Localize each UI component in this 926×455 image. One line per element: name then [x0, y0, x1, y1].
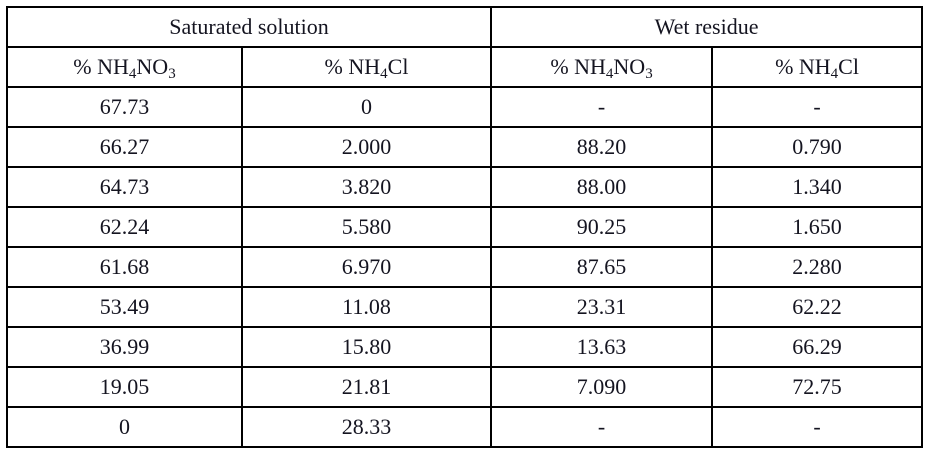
cell-residue-nh4cl: 66.29	[711, 326, 924, 368]
table-row: 67.73 0 - -	[6, 86, 924, 128]
cell-residue-nh4cl: 62.22	[711, 286, 924, 328]
cell-residue-nh4no3: 88.20	[490, 126, 714, 168]
cell-residue-nh4no3: 23.31	[490, 286, 714, 328]
column-header-residue-nh4cl: % NH4Cl	[711, 46, 924, 88]
cell-solution-nh4cl: 21.81	[240, 366, 493, 408]
cell-residue-nh4cl: 1.340	[711, 166, 924, 208]
cell-solution-nh4no3: 62.24	[6, 206, 243, 248]
formula-prefix: % NH	[73, 54, 129, 79]
cell-residue-nh4no3: 7.090	[490, 366, 714, 408]
formula-prefix: % NH	[324, 54, 381, 79]
table-row: 66.27 2.000 88.20 0.790	[6, 126, 924, 168]
formula-subscript: 4	[128, 66, 137, 82]
formula-prefix: % NH	[775, 54, 831, 79]
table-row: 0 28.33 - -	[6, 406, 924, 448]
cell-solution-nh4no3: 66.27	[6, 126, 243, 168]
column-header-row: % NH4NO3 % NH4Cl % NH4NO3 % NH4Cl	[6, 46, 924, 88]
group-header-saturated-solution: Saturated solution	[5, 6, 493, 48]
cell-residue-nh4cl: 1.650	[711, 206, 924, 248]
cell-solution-nh4cl: 28.33	[240, 406, 493, 448]
formula-mid: NO	[613, 54, 646, 79]
formula-subscript: 3	[168, 66, 176, 82]
cell-solution-nh4no3: 53.49	[6, 286, 243, 328]
cell-solution-nh4no3: 19.05	[6, 366, 243, 408]
cell-residue-nh4no3: 87.65	[490, 246, 714, 288]
cell-solution-nh4no3: 64.73	[6, 166, 243, 208]
cell-solution-nh4cl: 5.580	[240, 206, 493, 248]
cell-residue-nh4no3: 90.25	[490, 206, 714, 248]
formula-subscript: 3	[645, 66, 653, 82]
formula-mid: Cl	[387, 54, 409, 79]
column-header-solution-nh4cl: % NH4Cl	[240, 46, 493, 88]
table-row: 61.68 6.970 87.65 2.280	[6, 246, 924, 288]
formula-subscript: 4	[830, 66, 839, 82]
cell-solution-nh4no3: 0	[6, 406, 243, 448]
cell-residue-nh4no3: -	[490, 406, 714, 448]
formula-subscript: 4	[380, 66, 388, 82]
column-header-residue-nh4no3: % NH4NO3	[490, 46, 714, 88]
cell-residue-nh4cl: 2.280	[711, 246, 924, 288]
column-header-solution-nh4no3: % NH4NO3	[6, 46, 243, 88]
cell-residue-nh4cl: -	[711, 406, 924, 448]
formula-mid: NO	[136, 54, 169, 79]
table-row: 19.05 21.81 7.090 72.75	[6, 366, 924, 408]
formula-mid: Cl	[838, 54, 859, 79]
cell-solution-nh4no3: 67.73	[6, 86, 243, 128]
cell-solution-nh4cl: 15.80	[240, 326, 493, 368]
cell-solution-nh4cl: 11.08	[240, 286, 493, 328]
table-row: 36.99 15.80 13.63 66.29	[6, 326, 924, 368]
solubility-table: Saturated solution Wet residue % NH4NO3 …	[5, 6, 924, 448]
cell-residue-nh4no3: 88.00	[490, 166, 714, 208]
cell-residue-nh4no3: 13.63	[490, 326, 714, 368]
cell-residue-nh4no3: -	[490, 86, 714, 128]
table-row: 62.24 5.580 90.25 1.650	[6, 206, 924, 248]
cell-solution-nh4cl: 3.820	[240, 166, 493, 208]
group-header-row: Saturated solution Wet residue	[5, 6, 924, 48]
cell-solution-nh4cl: 0	[240, 86, 493, 128]
cell-residue-nh4cl: 72.75	[711, 366, 924, 408]
formula-subscript: 4	[605, 66, 614, 82]
cell-residue-nh4cl: -	[711, 86, 924, 128]
cell-solution-nh4cl: 6.970	[240, 246, 493, 288]
cell-solution-nh4cl: 2.000	[240, 126, 493, 168]
table-row: 53.49 11.08 23.31 62.22	[6, 286, 924, 328]
formula-prefix: % NH	[550, 54, 606, 79]
cell-residue-nh4cl: 0.790	[711, 126, 924, 168]
group-header-wet-residue: Wet residue	[490, 6, 924, 48]
cell-solution-nh4no3: 36.99	[6, 326, 243, 368]
table-row: 64.73 3.820 88.00 1.340	[6, 166, 924, 208]
cell-solution-nh4no3: 61.68	[6, 246, 243, 288]
